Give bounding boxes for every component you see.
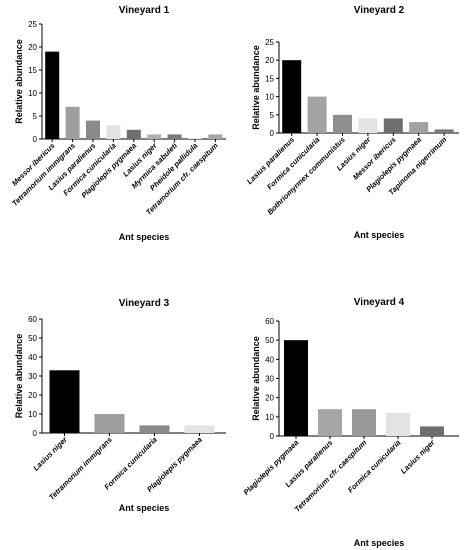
y-tick-label: 15 bbox=[28, 66, 37, 75]
y-tick-label: 0 bbox=[270, 129, 275, 138]
y-tick-label: 50 bbox=[28, 334, 37, 343]
category-label: Plagiolepis pygmaea bbox=[242, 438, 301, 497]
y-tick-label: 60 bbox=[28, 315, 37, 324]
y-tick-label: 10 bbox=[28, 410, 37, 419]
y-axis-label: Relative abundance bbox=[14, 39, 24, 124]
chart-vineyard-4: Vineyard 4 Relative abundance 0 10 20 30 40 50 6… bbox=[242, 297, 459, 548]
bar bbox=[65, 106, 80, 139]
y-tick-label: 10 bbox=[265, 93, 274, 102]
bar bbox=[284, 340, 308, 436]
y-axis-label: Relative abundance bbox=[251, 336, 261, 421]
y-tick-label: 0 bbox=[33, 135, 38, 144]
bar bbox=[282, 60, 302, 134]
y-tick-label: 60 bbox=[265, 317, 274, 326]
y-tick-label: 10 bbox=[28, 89, 37, 98]
bar bbox=[386, 413, 410, 436]
y-tick-label: 10 bbox=[265, 413, 274, 422]
category-label: Lasius niger bbox=[399, 437, 437, 475]
y-axis-label: Relative abundance bbox=[251, 45, 261, 130]
y-tick-label: 40 bbox=[28, 353, 37, 362]
chart-title: Vineyard 3 bbox=[119, 298, 170, 309]
bar bbox=[333, 114, 352, 133]
bar bbox=[383, 118, 403, 133]
y-tick-label: 0 bbox=[33, 429, 38, 438]
bar bbox=[94, 414, 125, 433]
y-tick-label: 50 bbox=[265, 336, 274, 345]
chart-title: Vineyard 4 bbox=[354, 297, 405, 308]
x-axis-label: Ant species bbox=[354, 230, 405, 240]
bar bbox=[208, 134, 223, 139]
chart-title: Vineyard 2 bbox=[354, 5, 405, 16]
y-tick-label: 20 bbox=[265, 56, 274, 65]
chart-vineyard-3: Vineyard 3 Relative abundance 0 10 20 30 40 50 6… bbox=[14, 298, 226, 513]
y-tick-label: 25 bbox=[28, 20, 37, 29]
chart-title: Vineyard 1 bbox=[119, 5, 170, 16]
bar bbox=[126, 129, 141, 139]
bar bbox=[45, 51, 60, 139]
category-label: Lasius niger bbox=[31, 434, 69, 472]
bar bbox=[147, 134, 162, 139]
bar bbox=[352, 409, 376, 436]
x-axis-label: Ant species bbox=[119, 232, 170, 242]
y-tick-label: 5 bbox=[270, 111, 275, 120]
y-tick-label: 40 bbox=[265, 355, 274, 364]
bar bbox=[106, 125, 121, 139]
y-axis-label: Relative abundance bbox=[14, 334, 24, 419]
y-tick-label: 0 bbox=[270, 432, 275, 441]
y-tick-label: 30 bbox=[265, 375, 274, 384]
y-tick-label: 20 bbox=[28, 391, 37, 400]
bar bbox=[307, 96, 327, 133]
y-tick-label: 20 bbox=[28, 43, 37, 52]
x-axis-label: Ant species bbox=[119, 503, 170, 513]
bar bbox=[420, 426, 444, 436]
y-tick-label: 20 bbox=[265, 394, 274, 403]
bar bbox=[49, 370, 80, 433]
bar bbox=[167, 134, 182, 139]
x-axis-label: Ant species bbox=[354, 538, 405, 548]
y-tick-label: 25 bbox=[265, 38, 274, 47]
bar bbox=[409, 122, 429, 133]
bar bbox=[139, 425, 170, 433]
y-tick-label: 15 bbox=[265, 74, 274, 83]
bar bbox=[358, 118, 378, 133]
y-tick-label: 30 bbox=[28, 372, 37, 381]
bar bbox=[434, 129, 454, 133]
bar bbox=[184, 425, 215, 433]
y-tick-label: 5 bbox=[33, 112, 38, 121]
bar bbox=[86, 120, 100, 139]
bar bbox=[318, 409, 342, 436]
